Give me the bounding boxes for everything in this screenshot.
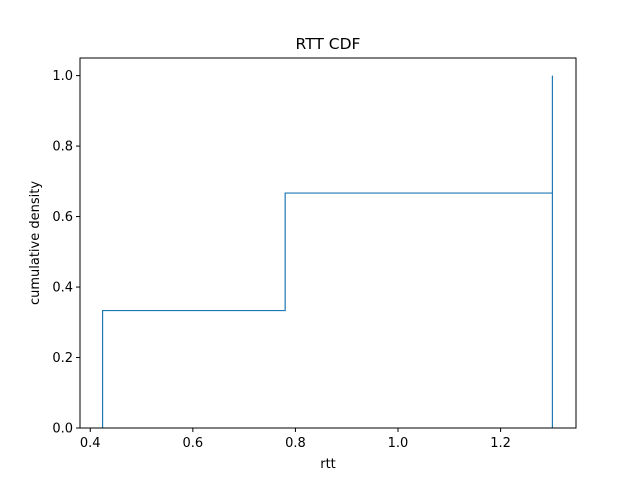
y-tick-label: 0.2 xyxy=(52,351,73,366)
x-tick-label: 1.0 xyxy=(388,436,409,451)
y-tick-label: 0.6 xyxy=(52,210,73,225)
y-tick-label: 0.0 xyxy=(52,422,73,437)
y-tick-label: 1.0 xyxy=(52,69,73,84)
x-axis-label: rtt xyxy=(320,457,336,472)
y-axis: 0.0 0.2 0.4 0.6 0.8 1.0 xyxy=(52,69,80,437)
y-axis-label: cumulative density xyxy=(28,181,43,305)
plot-area xyxy=(101,75,554,428)
x-tick-label: 0.8 xyxy=(285,436,306,451)
x-tick-label: 0.4 xyxy=(80,436,101,451)
x-tick-label: 0.6 xyxy=(183,436,204,451)
x-tick-label: 1.2 xyxy=(490,436,511,451)
series-line-0 xyxy=(101,75,554,428)
x-axis: 0.4 0.6 0.8 1.0 1.2 xyxy=(80,428,511,451)
chart-title: RTT CDF xyxy=(296,35,361,53)
axes-frame xyxy=(79,57,577,429)
y-tick-label: 0.8 xyxy=(52,140,73,155)
y-tick-label: 0.4 xyxy=(52,281,73,296)
